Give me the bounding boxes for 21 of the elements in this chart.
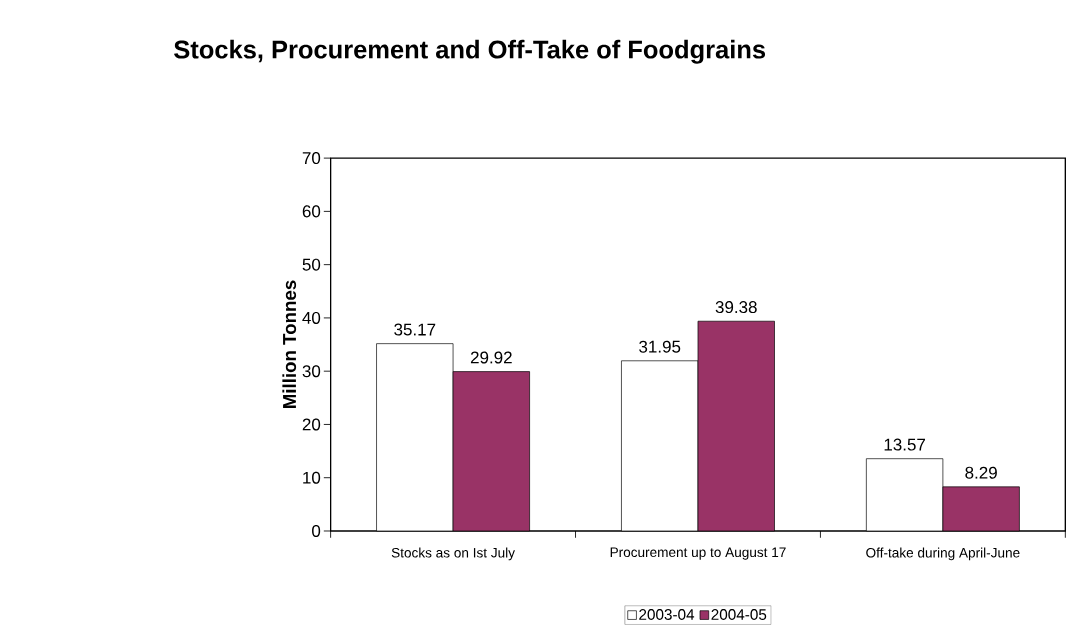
y-tick-label: 10 (303, 471, 321, 484)
y-tick-label: 50 (302, 258, 321, 271)
x-tick-label: Procurement up to August 17 (610, 547, 786, 560)
x-tick-label: Off-take during April-June (866, 547, 1020, 561)
y-tick-label: 60 (302, 205, 321, 218)
y-tick-label: 70 (302, 152, 321, 165)
data-label: 39.38 (715, 301, 757, 314)
y-tick-label: 30 (302, 365, 321, 378)
data-label: 29.92 (470, 351, 512, 364)
x-tick-label: Stocks as on Ist July (391, 547, 515, 561)
y-tick-label: 0 (312, 525, 321, 538)
data-label: 35.17 (394, 323, 436, 336)
chart-title: Stocks, Procurement and Off-Take of Foodgrains (174, 40, 766, 64)
legend-label: 2004-05 (711, 609, 767, 621)
y-tick-label: 40 (302, 312, 321, 325)
data-label: 31.95 (639, 340, 681, 353)
legend-label: 2003-04 (639, 609, 695, 621)
y-tick-label: 20 (302, 418, 321, 431)
data-label: 13.57 (884, 438, 926, 451)
data-label: 8.29 (965, 466, 997, 479)
y-axis-title: Million Tonnes (282, 280, 297, 409)
